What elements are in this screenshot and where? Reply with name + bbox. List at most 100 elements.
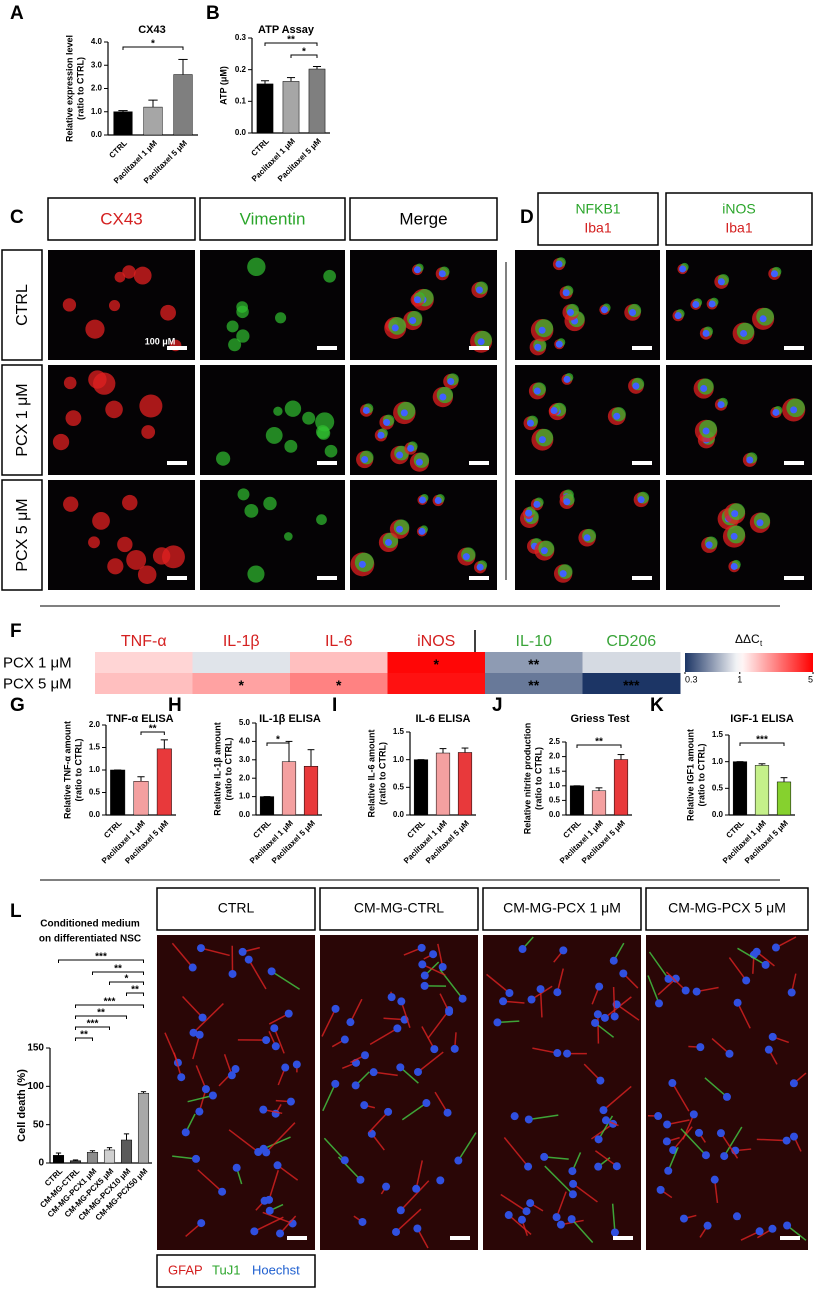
bar (591, 790, 607, 816)
fiber (187, 1094, 214, 1103)
signal (284, 439, 298, 453)
nucleus (527, 995, 536, 1004)
legend-label: GFAP (168, 1262, 203, 1277)
panel-letter: I (332, 695, 337, 716)
nucleus (476, 563, 484, 571)
nucleus (552, 1213, 561, 1222)
micrograph (350, 480, 497, 590)
micrograph (157, 935, 315, 1250)
bar (308, 68, 326, 134)
nucleus (400, 409, 408, 417)
nucleus (415, 458, 423, 466)
nucleus (562, 289, 570, 297)
nucleus (619, 969, 628, 978)
fiber (539, 989, 543, 1018)
nucleus (594, 1135, 603, 1144)
nucleus (267, 967, 276, 976)
fiber (262, 1211, 293, 1225)
micrograph (666, 365, 812, 475)
nucleus (367, 1129, 376, 1138)
nucleus (596, 1076, 605, 1085)
nucleus (583, 534, 591, 542)
signal (247, 565, 265, 583)
panel-letter: K (650, 695, 664, 716)
significance-label: *** (104, 997, 116, 1008)
heatmap-cell (192, 673, 291, 694)
nucleus (362, 406, 370, 414)
signal (216, 451, 231, 466)
nucleus (196, 944, 205, 953)
signal (117, 536, 133, 553)
nucleus (396, 1206, 405, 1215)
signal (63, 376, 77, 390)
channel-label: Iba1 (725, 220, 752, 236)
error-bar (148, 99, 158, 108)
column-header: CM-MG-CTRL (354, 900, 444, 916)
signal (226, 320, 239, 333)
signal (316, 514, 327, 526)
nucleus (346, 1018, 355, 1027)
y-tick-label: 4.0 (91, 37, 103, 46)
nucleus (567, 1215, 576, 1224)
nucleus (789, 1079, 798, 1088)
nucleus (668, 1079, 677, 1088)
error-bar (106, 1147, 113, 1150)
fiber (369, 1027, 398, 1046)
signal (52, 433, 70, 451)
error-bar (307, 749, 315, 767)
y-axis-label: (ratio to CTRL) (533, 747, 543, 810)
nucleus (510, 1112, 519, 1121)
heatmap-cell (290, 652, 388, 673)
nucleus (669, 1146, 678, 1155)
signal (247, 257, 266, 277)
fiber (532, 1047, 558, 1054)
bar (110, 769, 126, 816)
nucleus (271, 1042, 280, 1051)
significance-bracket (264, 42, 318, 46)
bar (120, 1139, 133, 1164)
bar (113, 111, 133, 136)
nucleus (244, 955, 253, 964)
bar (256, 83, 274, 134)
heatmap-cell (485, 673, 583, 694)
signal (133, 266, 152, 285)
y-tick-label: 0.0 (91, 130, 103, 139)
nucleus (662, 1137, 671, 1146)
nucleus (717, 401, 725, 409)
nucleus (789, 1132, 798, 1141)
nucleus (518, 945, 527, 954)
error-bar (55, 1152, 62, 1156)
signal (236, 305, 249, 319)
chart-title: ATP Assay (258, 24, 315, 36)
header-box (482, 887, 642, 931)
nucleus (259, 1105, 268, 1114)
signal (63, 496, 79, 512)
nucleus (413, 1224, 422, 1233)
nucleus (731, 510, 739, 518)
nucleus (550, 407, 558, 415)
bar (569, 785, 585, 816)
nucleus (391, 324, 399, 332)
y-tick-label: 1.5 (712, 730, 724, 739)
colorbar (685, 653, 813, 672)
nucleus (540, 1152, 549, 1161)
fiber (756, 1138, 787, 1142)
colorbar-tick-label: 5 (808, 674, 813, 684)
fiber (457, 1132, 477, 1161)
y-axis-label: (ratio to CTRL) (75, 57, 85, 120)
scale-bar (784, 461, 804, 465)
column-label: IL-6 (325, 633, 353, 650)
scale-bar (167, 346, 187, 350)
y-tick-label: 2.5 (549, 737, 561, 746)
chart-title: IGF-1 ELISA (730, 713, 794, 725)
nucleus (782, 1136, 791, 1145)
bar (281, 761, 297, 816)
fiber (647, 975, 660, 1004)
significance-bracket (109, 981, 144, 985)
fiber (368, 1111, 389, 1133)
nucleus (732, 1212, 741, 1221)
nucleus (422, 1099, 431, 1108)
nucleus (384, 538, 392, 546)
signal (323, 269, 336, 283)
row-box (1, 364, 43, 476)
